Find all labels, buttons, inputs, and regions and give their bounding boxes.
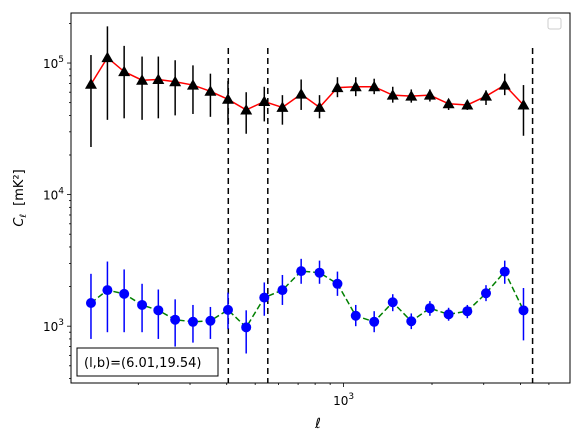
data-point [259,292,270,303]
svg-text:Cℓ[mK²]: Cℓ [mK²] [12,169,29,226]
data-point [387,297,398,308]
series-1 [85,258,529,354]
data-point [222,304,233,315]
data-point [368,80,381,92]
axis-ticks [67,23,550,387]
data-point [517,98,530,110]
y-tick-label: 105 [43,55,64,71]
data-point [443,309,454,320]
data-point [350,310,361,321]
data-point [369,316,380,327]
data-point [169,75,182,87]
data-point [119,288,130,299]
data-point [349,80,362,92]
data-point [221,93,234,104]
data-point [442,97,455,109]
data-point [152,73,165,84]
data-point [153,305,164,316]
data-point [498,79,511,90]
data-point [240,103,253,115]
data-point [136,74,149,85]
y-axis-unit: [mK²] [12,169,27,206]
x-tick-label: 103 [333,392,354,408]
data-point [205,315,216,326]
data-point [170,314,181,325]
series-layer [84,26,530,354]
y-axis-symbol: C [12,217,27,227]
tick-base: 10 [333,394,348,408]
y-tick-label: 104 [43,187,64,203]
tick-exponent: 4 [58,187,64,197]
data-point [313,101,326,112]
data-point [518,305,529,316]
data-point [186,79,199,90]
annotation-text: (l,b)=(6.01,19.54) [84,356,201,371]
annotation-box: (l,b)=(6.01,19.54) [76,347,219,377]
plot-frame [70,12,571,384]
data-point [461,98,474,110]
data-point [424,303,435,314]
tick-base: 10 [43,320,58,334]
data-point [405,90,418,101]
data-point [314,267,325,278]
x-axis-label: ℓ [314,416,321,432]
data-point [84,78,97,89]
data-point [423,89,436,100]
y-tick-label: 103 [43,318,64,334]
data-point [295,88,308,99]
data-point [481,288,492,299]
data-point [85,298,96,309]
legend-box [547,17,562,30]
data-point [462,306,473,317]
data-point [137,299,148,310]
tick-exponent: 3 [58,318,64,328]
data-point [241,322,252,333]
tick-base: 10 [43,189,58,203]
data-point [118,65,131,77]
data-point [276,101,289,112]
data-point [331,81,344,93]
tick-exponent: 5 [58,55,64,65]
data-point [277,285,288,296]
data-point [499,266,510,277]
data-point [296,266,307,277]
data-point [101,51,114,63]
data-point [480,90,493,101]
tick-base: 10 [43,57,58,71]
y-axis-subscript: ℓ [19,214,29,219]
data-point [102,285,113,296]
series-0 [84,26,530,148]
data-point [187,316,198,327]
data-point [332,278,343,289]
data-point [406,316,417,327]
data-point [386,89,399,100]
tick-exponent: 3 [348,392,354,402]
data-point [258,95,271,107]
plot-background [71,13,570,383]
data-point [204,85,217,96]
y-axis-label: Cℓ [mK²] [12,169,29,226]
